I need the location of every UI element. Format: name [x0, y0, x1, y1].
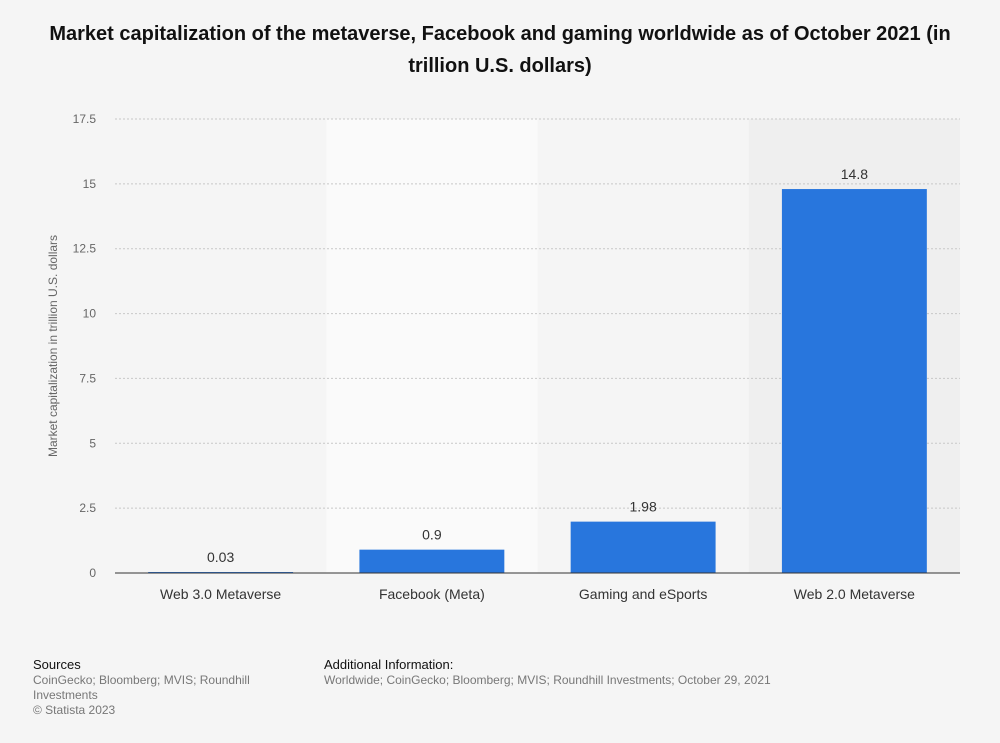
data-label: 0.9: [422, 527, 442, 543]
sources-block: Sources CoinGecko; Bloomberg; MVIS; Roun…: [33, 657, 283, 718]
y-tick-label: 17.5: [73, 112, 97, 126]
x-tick-label: Web 2.0 Metaverse: [794, 586, 915, 602]
chart-title: Market capitalization of the metaverse, …: [49, 23, 951, 77]
bar: [570, 521, 716, 573]
y-tick-label: 0: [89, 566, 96, 580]
bar-chart: 0 2.5 5 7.5 10 12.5 15 17.5 0.03 0.9 1.98 14.8 Web…: [46, 112, 960, 602]
y-axis-ticks: 0 2.5 5 7.5 10 12.5 15 17.5: [73, 112, 97, 580]
y-tick-label: 10: [83, 307, 97, 321]
category-band: [326, 119, 538, 573]
y-tick-label: 5: [89, 436, 96, 450]
data-label: 1.98: [630, 499, 657, 515]
additional-info-heading: Additional Information:: [324, 657, 454, 672]
x-axis-ticks: Web 3.0 Metaverse Facebook (Meta) Gaming a…: [160, 586, 915, 602]
y-tick-label: 7.5: [79, 371, 96, 385]
y-tick-label: 15: [83, 177, 97, 191]
data-label: 0.03: [207, 549, 234, 565]
additional-info-block: Additional Information: Worldwide; CoinG…: [324, 657, 884, 688]
sources-heading: Sources: [33, 657, 81, 672]
additional-info-text: Worldwide; CoinGecko; Bloomberg; MVIS; R…: [324, 673, 771, 687]
data-labels: 0.03 0.9 1.98 14.8: [207, 166, 868, 565]
copyright-text: © Statista 2023: [33, 703, 116, 717]
x-tick-label: Web 3.0 Metaverse: [160, 586, 281, 602]
bars: [148, 189, 927, 573]
bar: [359, 549, 505, 573]
y-tick-label: 2.5: [79, 501, 96, 515]
x-tick-label: Facebook (Meta): [379, 586, 485, 602]
y-tick-label: 12.5: [73, 242, 97, 256]
bar: [781, 189, 927, 573]
data-label: 14.8: [841, 166, 868, 182]
x-tick-label: Gaming and eSports: [579, 586, 707, 602]
sources-text: CoinGecko; Bloomberg; MVIS; Roundhill In…: [33, 673, 250, 702]
y-axis-label: Market capitalization in trillion U.S. d…: [46, 235, 60, 457]
